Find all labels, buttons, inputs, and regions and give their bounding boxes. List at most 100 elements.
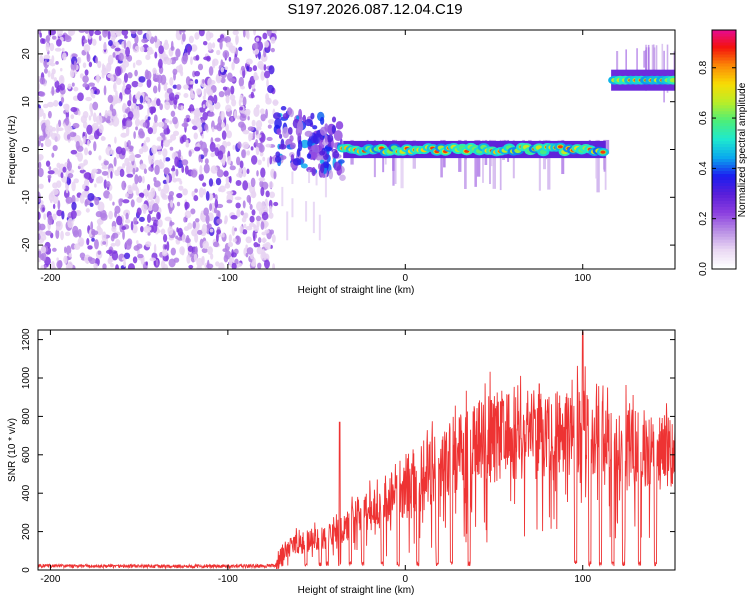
heatmap-cell <box>163 139 171 148</box>
heatmap-cell <box>166 87 173 94</box>
heatmap-cell <box>49 42 55 52</box>
heatmap-cell <box>260 186 265 197</box>
heatmap-cell <box>267 84 275 94</box>
heatmap-cell <box>219 39 223 50</box>
heatmap-cell <box>146 30 152 41</box>
heatmap-cell <box>270 47 275 53</box>
heatmap-cell <box>232 238 237 243</box>
heatmap-cell <box>152 67 157 74</box>
heatmap-cell <box>224 182 231 189</box>
heatmap-cell <box>267 119 275 125</box>
y-tick-label: 200 <box>21 523 32 540</box>
heatmap-cell <box>38 258 41 263</box>
heatmap-cell <box>38 204 42 209</box>
heatmap-cell <box>111 251 119 261</box>
heatmap-cell <box>64 246 67 254</box>
heatmap-cell <box>248 80 252 90</box>
heatmap-cell <box>113 41 120 47</box>
heatmap-cell <box>240 65 245 72</box>
colorbar-step <box>712 92 736 97</box>
heatmap-cell <box>83 179 90 187</box>
heatmap-cell <box>170 110 176 117</box>
y-tick-label: 800 <box>21 408 32 425</box>
snr-x-ticks: -200 -100 0 100 <box>40 330 592 585</box>
heatmap-cell <box>138 216 145 222</box>
heatmap-cell <box>201 223 208 235</box>
heatmap-cell <box>38 211 41 221</box>
heatmap-cell <box>110 171 113 179</box>
heatmap-cell <box>115 77 122 86</box>
heatmap-cell <box>242 200 246 209</box>
heatmap-cell <box>155 145 163 150</box>
heatmap-cell <box>101 136 106 141</box>
heatmap-cell <box>60 230 64 241</box>
heatmap-streak <box>281 186 284 207</box>
heatmap-cell <box>273 201 279 207</box>
colorbar-step <box>712 263 736 267</box>
heatmap-cell <box>220 66 225 73</box>
heatmap-cell <box>148 159 154 165</box>
heatmap-cell <box>226 141 231 147</box>
heatmap-cell <box>52 247 57 252</box>
heatmap-cell <box>122 102 126 112</box>
heatmap-cell <box>123 252 131 260</box>
heatmap-cell <box>38 153 44 161</box>
heatmap-cell <box>196 88 202 95</box>
heatmap-cell <box>38 161 42 169</box>
heatmap-cell <box>260 167 266 178</box>
heatmap-cell <box>203 163 210 174</box>
heatmap-cell <box>65 245 72 256</box>
heatmap-streak <box>616 51 619 75</box>
x-tick-label: 0 <box>403 273 409 284</box>
heatmap-cell <box>134 154 141 159</box>
heatmap-cell <box>65 103 70 113</box>
heatmap-cell <box>230 85 235 95</box>
colorbar-step <box>712 224 736 228</box>
heatmap-cell <box>201 133 204 139</box>
colorbar-step <box>712 125 736 130</box>
heatmap-cell <box>212 58 219 66</box>
heatmap-cell <box>289 142 296 149</box>
heatmap-cell <box>134 174 139 185</box>
heatmap-cell <box>84 69 89 76</box>
heatmap-cell <box>264 70 271 79</box>
heatmap-cell <box>176 201 181 207</box>
colorbar-step <box>712 164 736 169</box>
heatmap-cell <box>335 121 344 130</box>
snr-panel: -200 -100 0 100 0 200 400 600 800 1000 1200 Heigh… <box>7 328 676 596</box>
heatmap-cell <box>64 116 70 126</box>
heatmap-cell <box>236 208 241 218</box>
heatmap-cell <box>38 250 42 258</box>
heatmap-cell <box>160 228 166 235</box>
heatmap-core <box>600 150 606 154</box>
heatmap-cell <box>125 126 130 137</box>
colorbar-step <box>712 215 736 219</box>
heatmap-cell <box>224 215 228 224</box>
heatmap-cell <box>88 61 93 68</box>
heatmap-cell <box>58 119 62 128</box>
colorbar-step <box>712 206 736 210</box>
heatmap-cell <box>282 126 290 139</box>
heatmap-cell <box>194 70 201 77</box>
heatmap-cell <box>143 168 147 174</box>
heatmap-cell <box>261 231 267 236</box>
heatmap-cell <box>71 181 76 192</box>
heatmap-cell <box>266 78 269 88</box>
heatmap-cell <box>252 65 258 72</box>
heatmap-cell <box>195 54 200 61</box>
heatmap-cell <box>53 133 61 142</box>
heatmap-streak <box>595 139 599 179</box>
heatmap-cell <box>228 256 233 268</box>
heatmap-cell <box>175 48 181 58</box>
heatmap-cell <box>206 223 212 229</box>
heatmap-cell <box>127 100 132 107</box>
heatmap-cell <box>191 190 196 198</box>
heatmap-cell <box>290 154 295 162</box>
heatmap-cell <box>222 50 230 59</box>
colorbar-step <box>712 266 736 270</box>
heatmap-cell <box>114 210 117 218</box>
heatmap-cell <box>85 208 90 213</box>
heatmap-cell <box>135 59 142 66</box>
heatmap-cell <box>39 76 46 85</box>
heatmap-cell <box>90 109 94 117</box>
